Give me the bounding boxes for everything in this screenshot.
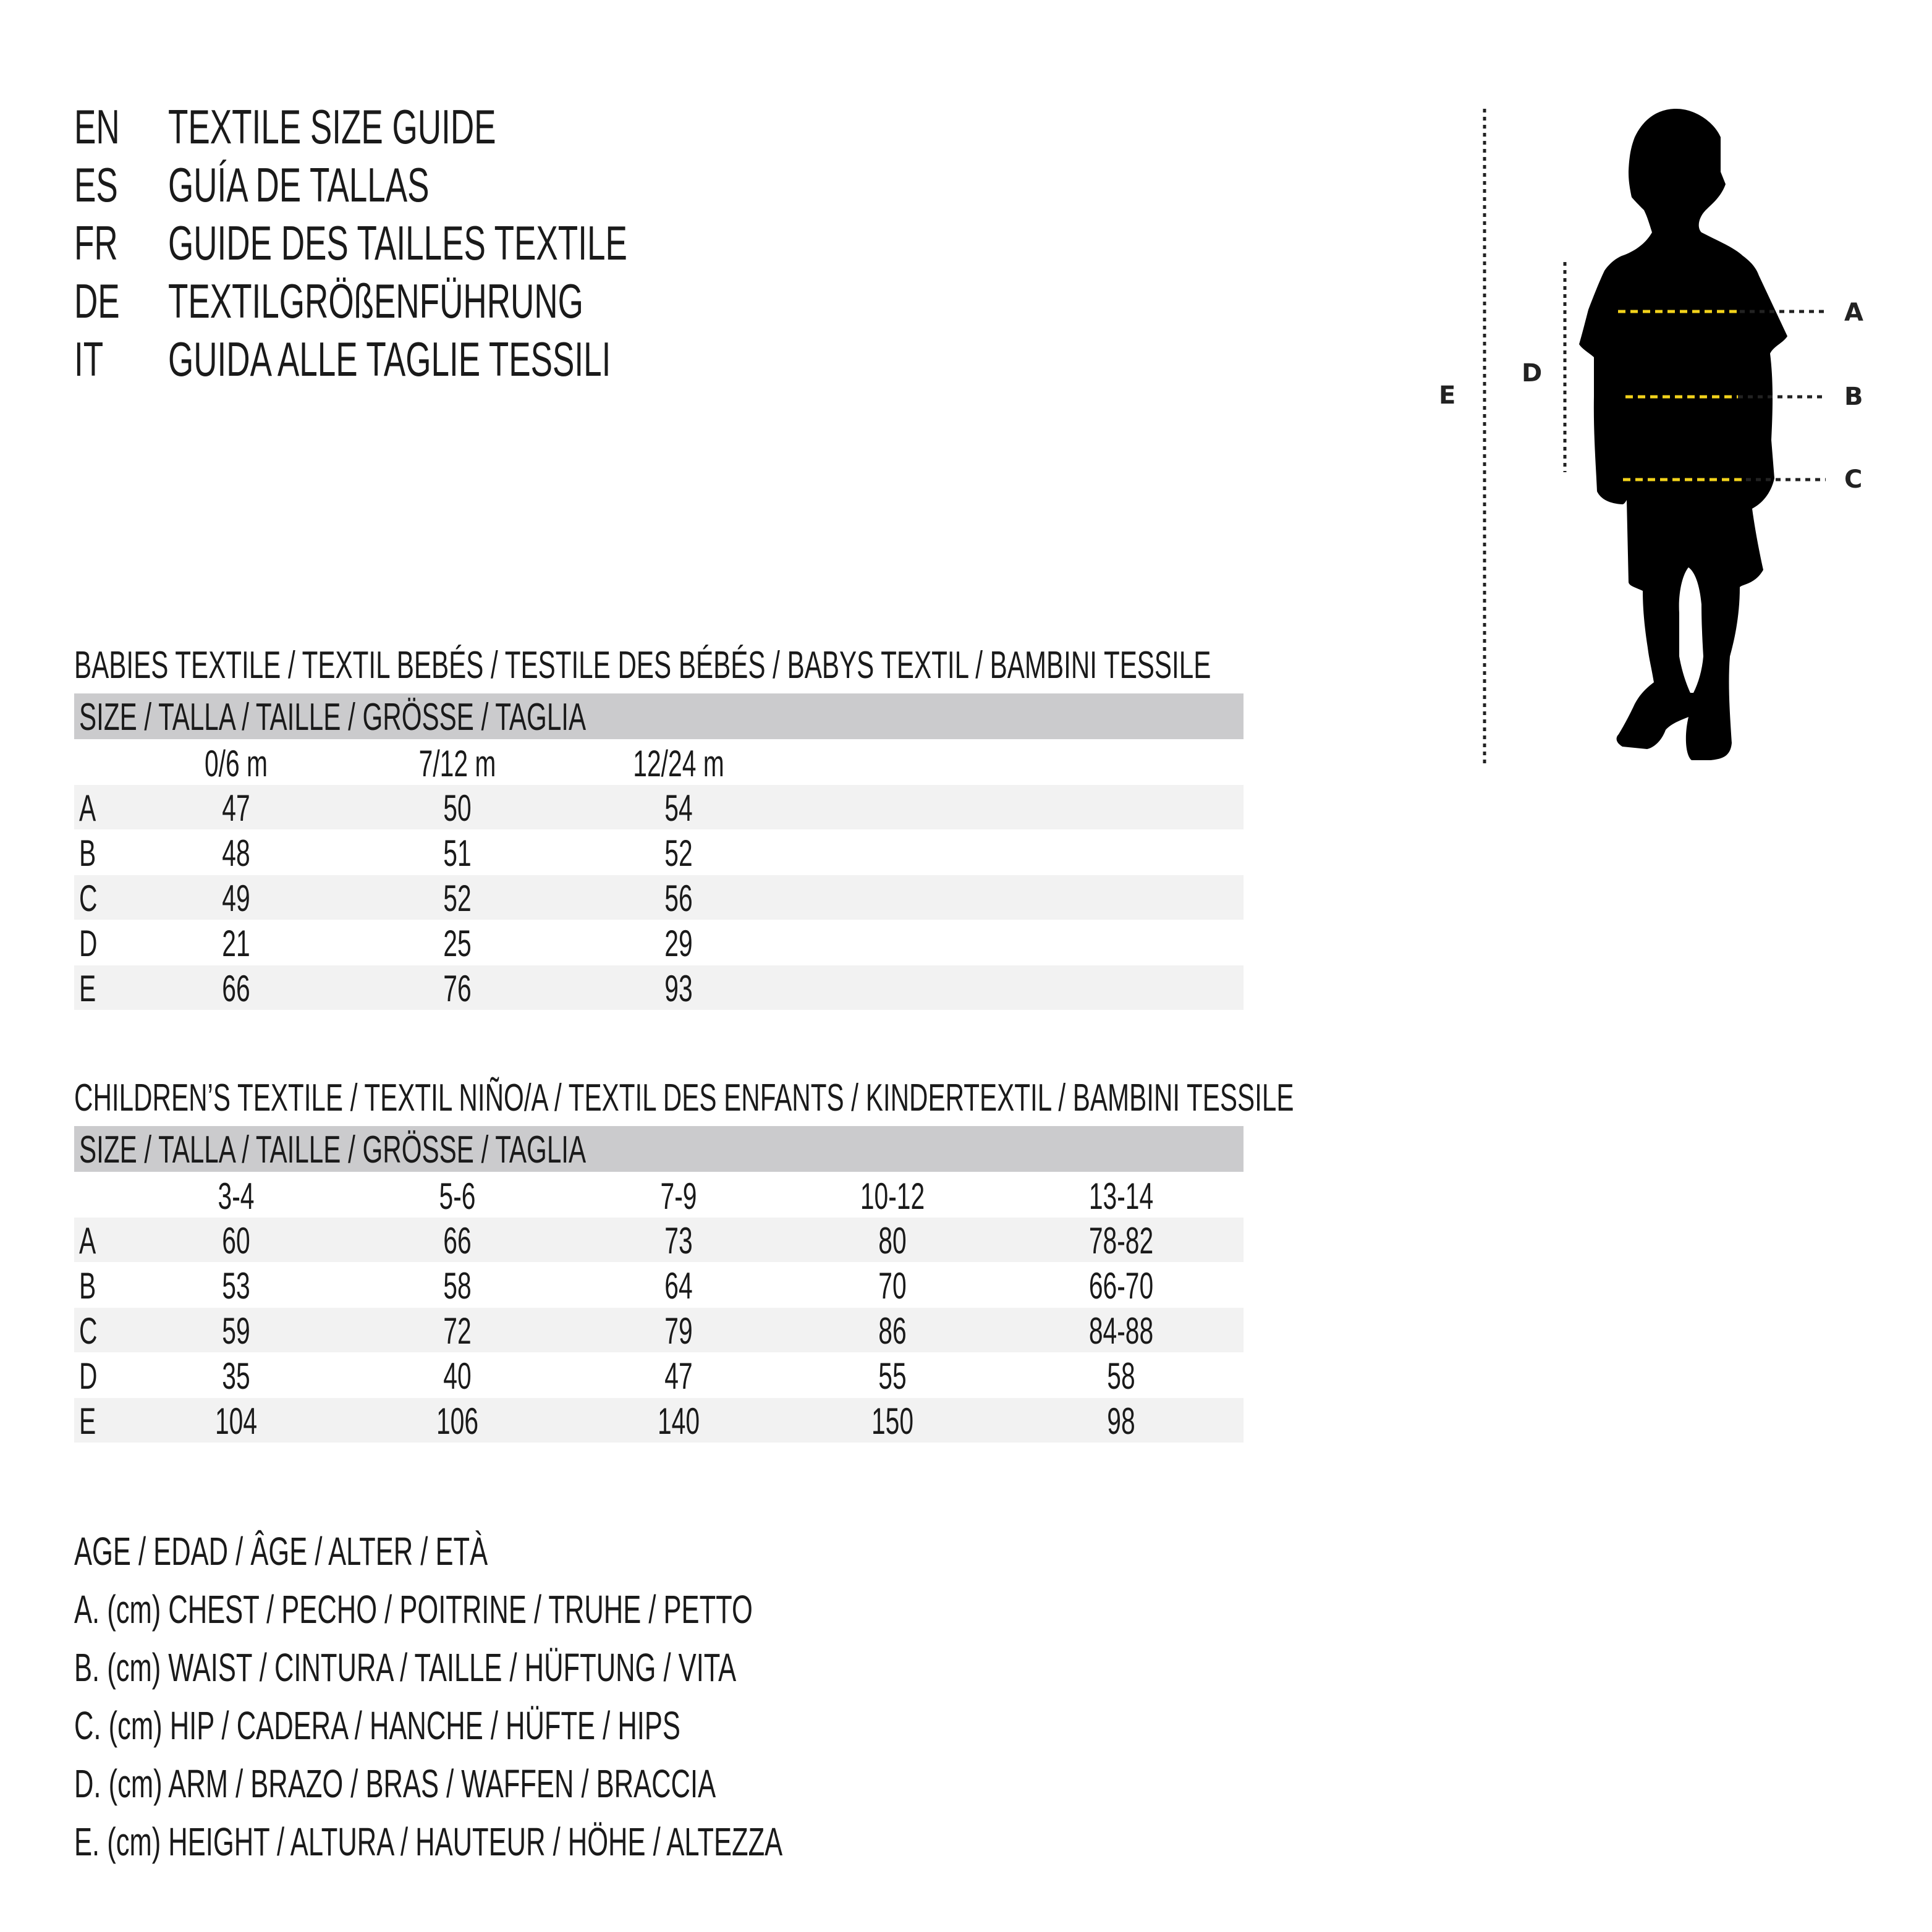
table-cell: 150 bbox=[871, 1400, 914, 1442]
legend-item: AGE / EDAD / ÂGE / ALTER / ETÀ bbox=[74, 1529, 488, 1574]
label-a: A bbox=[1844, 299, 1863, 327]
title-text: TEXTILGRÖßENFÜHRUNG bbox=[168, 274, 583, 328]
section-heading: BABIES TEXTILE / TEXTIL BEBÉS / TESTILE … bbox=[74, 644, 1211, 687]
table-cell: 98 bbox=[1107, 1400, 1135, 1442]
column-header: 7-9 bbox=[660, 1176, 697, 1217]
child-silhouette bbox=[1579, 109, 1787, 760]
legend-item: C. (cm) HIP / CADERA / HANCHE / HÜFTE / … bbox=[74, 1703, 680, 1748]
language-code: ES bbox=[74, 158, 118, 212]
row-label: B bbox=[79, 833, 96, 874]
row-label: E bbox=[79, 968, 96, 1009]
table-cell: 50 bbox=[443, 787, 472, 829]
table-cell: 58 bbox=[1107, 1355, 1135, 1397]
row-label: D bbox=[79, 1355, 98, 1397]
table-row-background bbox=[74, 1398, 1244, 1443]
table-cell: 86 bbox=[878, 1310, 907, 1352]
table-cell: 48 bbox=[222, 833, 250, 874]
language-code: IT bbox=[74, 332, 104, 386]
table-cell: 21 bbox=[222, 923, 250, 964]
row-label: B bbox=[79, 1265, 96, 1307]
table-cell: 59 bbox=[222, 1310, 250, 1352]
table-cell: 55 bbox=[878, 1355, 907, 1397]
language-code: DE bbox=[74, 274, 120, 328]
row-label: A bbox=[79, 1220, 96, 1261]
language-code: EN bbox=[74, 100, 120, 154]
table-cell: 140 bbox=[657, 1400, 700, 1442]
title-text: GUIDA ALLE TAGLIE TESSILI bbox=[168, 332, 611, 386]
table-cell: 73 bbox=[664, 1220, 693, 1261]
column-header: 7/12 m bbox=[418, 743, 496, 784]
column-header: 5-6 bbox=[439, 1176, 476, 1217]
table-cell: 66-70 bbox=[1088, 1265, 1154, 1307]
table-cell: 104 bbox=[214, 1400, 258, 1442]
size-header-bar bbox=[74, 693, 1244, 739]
table-cell: 93 bbox=[664, 968, 693, 1009]
column-header: 0/6 m bbox=[204, 743, 268, 784]
label-b: B bbox=[1844, 383, 1863, 411]
row-label: D bbox=[79, 923, 98, 964]
table-cell: 66 bbox=[443, 1220, 472, 1261]
row-label: A bbox=[79, 787, 96, 829]
title-text: GUÍA DE TALLAS bbox=[168, 158, 430, 212]
table-row-background bbox=[74, 965, 1244, 1010]
table-row-background bbox=[74, 1308, 1244, 1352]
table-cell: 72 bbox=[443, 1310, 472, 1352]
label-e: E bbox=[1439, 381, 1456, 410]
table-cell: 51 bbox=[443, 833, 472, 874]
table-cell: 106 bbox=[436, 1400, 479, 1442]
table-cell: 47 bbox=[664, 1355, 693, 1397]
table-cell: 29 bbox=[664, 923, 693, 964]
column-header: 12/24 m bbox=[633, 743, 724, 784]
row-label: C bbox=[79, 1310, 98, 1352]
label-d: D bbox=[1522, 359, 1543, 388]
table-cell: 25 bbox=[443, 923, 472, 964]
column-header: 3-4 bbox=[218, 1176, 255, 1217]
table-cell: 60 bbox=[222, 1220, 250, 1261]
size-header-label: SIZE / TALLA / TAILLE / GRÖSSE / TAGLIA bbox=[79, 696, 587, 739]
label-c: C bbox=[1844, 465, 1863, 494]
section-heading: CHILDREN’S TEXTILE / TEXTIL NIÑO/A / TEX… bbox=[74, 1077, 1294, 1119]
table-cell: 80 bbox=[878, 1220, 907, 1261]
table-cell: 58 bbox=[443, 1265, 472, 1307]
title-text: TEXTILE SIZE GUIDE bbox=[168, 100, 496, 154]
table-row-background bbox=[74, 785, 1244, 829]
table-cell: 66 bbox=[222, 968, 250, 1009]
legend-item: E. (cm) HEIGHT / ALTURA / HAUTEUR / HÖHE… bbox=[74, 1820, 783, 1864]
row-label: C bbox=[79, 878, 98, 919]
table-row-background bbox=[74, 875, 1244, 920]
table-cell: 52 bbox=[664, 833, 693, 874]
column-header: 10-12 bbox=[860, 1176, 925, 1217]
table-cell: 40 bbox=[443, 1355, 472, 1397]
table-cell: 76 bbox=[443, 968, 472, 1009]
row-label: E bbox=[79, 1400, 96, 1442]
table-cell: 64 bbox=[664, 1265, 693, 1307]
table-cell: 49 bbox=[222, 878, 250, 919]
language-code: FR bbox=[74, 216, 118, 270]
table-cell: 52 bbox=[443, 878, 472, 919]
table-cell: 53 bbox=[222, 1265, 250, 1307]
size-header-label: SIZE / TALLA / TAILLE / GRÖSSE / TAGLIA bbox=[79, 1129, 587, 1171]
title-text: GUIDE DES TAILLES TEXTILE bbox=[168, 216, 627, 270]
column-header: 13-14 bbox=[1088, 1176, 1154, 1217]
table-cell: 78-82 bbox=[1088, 1220, 1154, 1261]
legend-item: A. (cm) CHEST / PECHO / POITRINE / TRUHE… bbox=[74, 1587, 753, 1632]
size-header-bar bbox=[74, 1126, 1244, 1172]
table-cell: 84-88 bbox=[1088, 1310, 1154, 1352]
table-cell: 47 bbox=[222, 787, 250, 829]
legend-item: D. (cm) ARM / BRAZO / BRAS / WAFFEN / BR… bbox=[74, 1761, 716, 1806]
table-cell: 56 bbox=[664, 878, 693, 919]
table-cell: 35 bbox=[222, 1355, 250, 1397]
table-cell: 79 bbox=[664, 1310, 693, 1352]
table-row-background bbox=[74, 1218, 1244, 1262]
table-cell: 54 bbox=[664, 787, 693, 829]
legend-item: B. (cm) WAIST / CINTURA / TAILLE / HÜFTU… bbox=[74, 1645, 737, 1690]
table-cell: 70 bbox=[878, 1265, 907, 1307]
